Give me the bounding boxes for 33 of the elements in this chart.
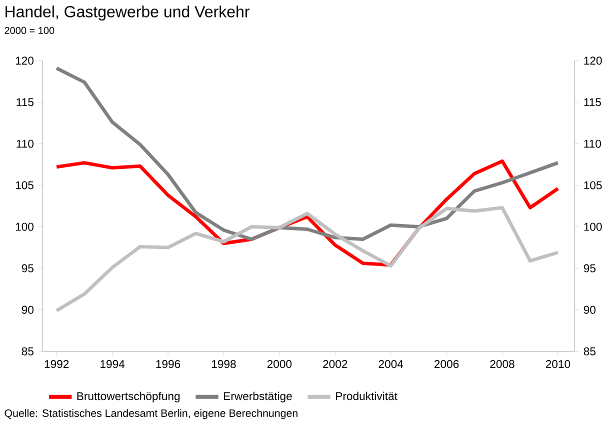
legend-label: Erwerbstätige — [224, 392, 292, 402]
x-tick-label: 1992 — [44, 360, 69, 368]
y2-tick-label: 110 — [584, 140, 601, 148]
y2-tick-label: 95 — [584, 264, 596, 272]
x-tick-label: 2000 — [267, 360, 292, 368]
chart-subtitle: 2000 = 100 — [4, 26, 54, 34]
y2-tick-label: 105 — [584, 181, 602, 190]
y2-tick-label: 100 — [584, 222, 602, 231]
y-tick-label: 110 — [16, 140, 34, 148]
line-series — [54, 206, 560, 312]
x-tick-label: 1994 — [100, 360, 125, 368]
y-tick-label: 85 — [22, 347, 34, 356]
y2-tick-label: 90 — [584, 306, 596, 314]
y-tick-label: 90 — [22, 306, 34, 314]
x-tick-label: 2006 — [434, 360, 459, 368]
legend-label: Produktivität — [336, 392, 398, 400]
x-tick-label: 2004 — [378, 360, 404, 368]
x-tick-label: 1998 — [212, 360, 236, 368]
legend-label: Bruttowertschöpfung — [77, 392, 180, 402]
y-tick-label: 95 — [22, 264, 34, 272]
x-tick-label: 2002 — [323, 360, 348, 368]
x-tick-label: 1996 — [156, 360, 180, 368]
x-tick-label: 2008 — [490, 360, 514, 368]
y2-tick-label: 115 — [584, 98, 601, 106]
source-note: Quelle: Statistisches Landesamt Berlin, eigene Berechnungen — [4, 409, 298, 420]
y-tick-label: 120 — [16, 56, 34, 65]
y-tick-label: 100 — [16, 222, 34, 231]
y2-tick-label: 85 — [584, 347, 596, 356]
y-tick-label: 105 — [16, 181, 34, 190]
x-tick-label: 2010 — [546, 360, 570, 368]
y-tick-label: 115 — [16, 98, 34, 106]
chart-title: Handel, Gastgewerbe und Verkehr — [6, 6, 250, 21]
y2-tick-label: 120 — [584, 56, 602, 65]
